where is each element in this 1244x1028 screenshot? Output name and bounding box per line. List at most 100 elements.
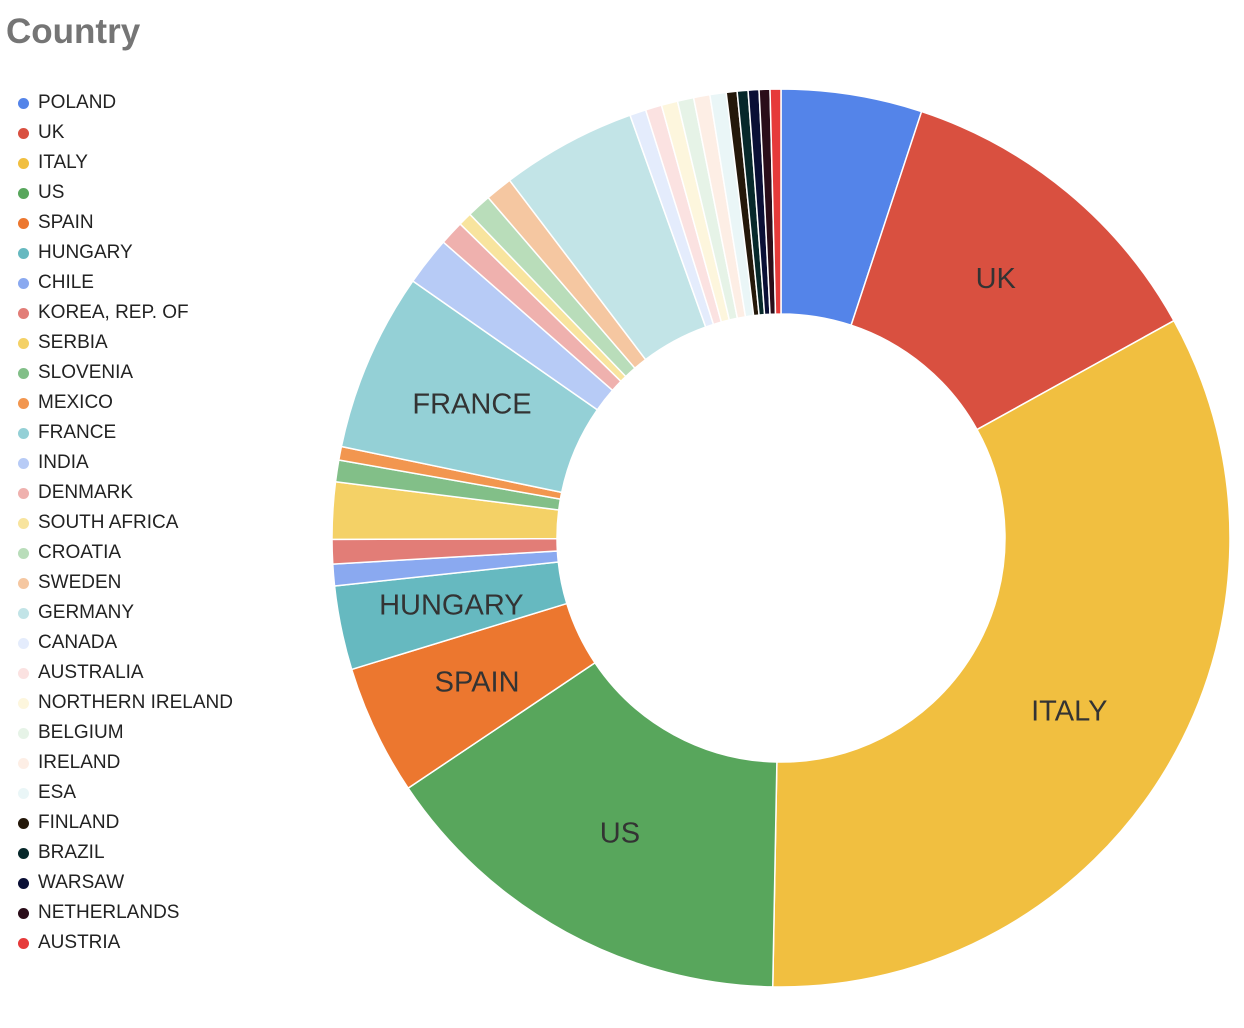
legend-swatch (18, 127, 29, 139)
legend-label: DENMARK (38, 482, 134, 503)
legend-swatch (18, 607, 29, 619)
legend-item-chile: CHILE (18, 268, 233, 298)
legend-item-warsaw: WARSAW (18, 868, 233, 898)
legend-label: AUSTRIA (38, 932, 121, 953)
legend-swatch (18, 157, 29, 169)
legend-swatch (18, 187, 29, 199)
legend-swatch (18, 817, 29, 829)
legend-label: FRANCE (38, 422, 117, 443)
legend-item-germany: GERMANY (18, 598, 233, 628)
legend-label: SPAIN (38, 212, 94, 233)
legend-swatch (18, 727, 29, 739)
legend-label: CHILE (38, 272, 94, 293)
legend-label: KOREA, REP. OF (38, 302, 189, 323)
slice-austria (769, 88, 782, 315)
legend-label: IRELAND (38, 752, 121, 773)
legend-item-belgium: BELGIUM (18, 718, 233, 748)
legend-item-india: INDIA (18, 448, 233, 478)
slice-label-italy: ITALY (1031, 696, 1107, 728)
legend-swatch (18, 907, 29, 919)
legend-label: UK (38, 122, 65, 143)
legend-label: MEXICO (38, 392, 113, 413)
slice-uk (850, 110, 1175, 431)
legend-item-canada: CANADA (18, 628, 233, 658)
slice-label-uk: UK (976, 263, 1017, 295)
legend-label: CROATIA (38, 542, 122, 563)
legend-item-mexico: MEXICO (18, 388, 233, 418)
legend-item-korea-rep-of: KOREA, REP. OF (18, 298, 233, 328)
legend-swatch (18, 397, 29, 409)
slice-italy (771, 319, 1231, 988)
legend-label: BRAZIL (38, 842, 105, 863)
legend-swatch (18, 97, 29, 109)
legend-label: WARSAW (38, 872, 125, 893)
legend-label: ITALY (38, 152, 88, 173)
legend-swatch (18, 577, 29, 589)
legend-swatch (18, 427, 29, 439)
legend-item-esa: ESA (18, 778, 233, 808)
legend-item-denmark: DENMARK (18, 478, 233, 508)
legend-item-brazil: BRAZIL (18, 838, 233, 868)
legend-label: NETHERLANDS (38, 902, 180, 923)
legend-item-us: US (18, 178, 233, 208)
legend-swatch (18, 667, 29, 679)
legend-item-france: FRANCE (18, 418, 233, 448)
legend-label: HUNGARY (38, 242, 133, 263)
legend-swatch (18, 217, 29, 229)
legend-swatch (18, 457, 29, 469)
legend-swatch (18, 247, 29, 259)
slice-label-spain: SPAIN (435, 667, 520, 699)
legend-item-ireland: IRELAND (18, 748, 233, 778)
legend-swatch (18, 757, 29, 769)
legend-label: POLAND (38, 92, 117, 113)
slice-label-us: US (600, 817, 640, 849)
legend-label: SLOVENIA (38, 362, 134, 383)
legend-item-spain: SPAIN (18, 208, 233, 238)
slice-label-france: FRANCE (412, 389, 531, 421)
legend-label: AUSTRALIA (38, 662, 144, 683)
chart-title: Country (6, 12, 141, 51)
legend-item-austria: AUSTRIA (18, 928, 233, 958)
legend-label: SERBIA (38, 332, 108, 353)
legend-label: US (38, 182, 65, 203)
legend-label: SWEDEN (38, 572, 122, 593)
legend-item-hungary: HUNGARY (18, 238, 233, 268)
slice-label-hungary: HUNGARY (379, 590, 524, 622)
legend-label: FINLAND (38, 812, 120, 833)
legend-item-netherlands: NETHERLANDS (18, 898, 233, 928)
legend-swatch (18, 877, 29, 889)
legend-label: BELGIUM (38, 722, 124, 743)
legend-item-finland: FINLAND (18, 808, 233, 838)
legend-swatch (18, 517, 29, 529)
legend-label: NORTHERN IRELAND (38, 692, 233, 713)
legend-item-uk: UK (18, 118, 233, 148)
legend-item-slovenia: SLOVENIA (18, 358, 233, 388)
legend-item-south-africa: SOUTH AFRICA (18, 508, 233, 538)
legend: POLAND UK ITALY US SPAIN HUNGARY CHILE KOREA, R… (18, 88, 233, 958)
legend-swatch (18, 847, 29, 859)
legend-swatch (18, 307, 29, 319)
legend-swatch (18, 697, 29, 709)
legend-swatch (18, 937, 29, 949)
legend-label: INDIA (38, 452, 89, 473)
legend-label: SOUTH AFRICA (38, 512, 179, 533)
legend-item-italy: ITALY (18, 148, 233, 178)
legend-item-northern-ireland: NORTHERN IRELAND (18, 688, 233, 718)
legend-swatch (18, 487, 29, 499)
legend-swatch (18, 787, 29, 799)
legend-swatch (18, 367, 29, 379)
legend-item-serbia: SERBIA (18, 328, 233, 358)
legend-item-sweden: SWEDEN (18, 568, 233, 598)
slice-us (407, 661, 778, 988)
legend-swatch (18, 637, 29, 649)
legend-swatch (18, 547, 29, 559)
legend-label: ESA (38, 782, 77, 803)
legend-label: CANADA (38, 632, 118, 653)
legend-item-poland: POLAND (18, 88, 233, 118)
legend-swatch (18, 277, 29, 289)
legend-label: GERMANY (38, 602, 135, 623)
legend-item-croatia: CROATIA (18, 538, 233, 568)
legend-swatch (18, 337, 29, 349)
legend-item-australia: AUSTRALIA (18, 658, 233, 688)
